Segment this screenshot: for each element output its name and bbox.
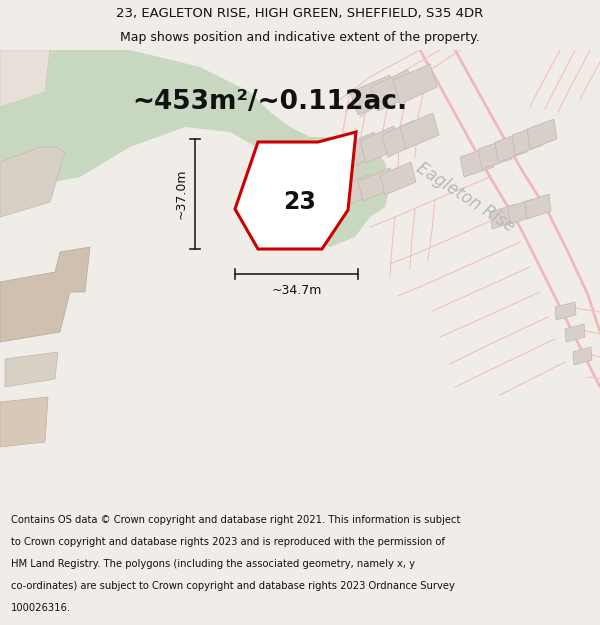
- Polygon shape: [338, 174, 375, 207]
- Polygon shape: [490, 204, 518, 229]
- Polygon shape: [235, 132, 356, 249]
- Polygon shape: [350, 75, 398, 115]
- Polygon shape: [393, 64, 437, 104]
- Polygon shape: [360, 126, 400, 163]
- Polygon shape: [0, 147, 65, 217]
- Text: Map shows position and indicative extent of the property.: Map shows position and indicative extent…: [120, 31, 480, 44]
- Polygon shape: [0, 50, 390, 247]
- Polygon shape: [0, 397, 48, 447]
- Polygon shape: [478, 139, 512, 169]
- Polygon shape: [573, 347, 592, 365]
- Polygon shape: [0, 247, 90, 342]
- Polygon shape: [358, 168, 395, 201]
- Polygon shape: [382, 120, 421, 157]
- Text: 23: 23: [284, 190, 316, 214]
- Polygon shape: [495, 132, 527, 162]
- Polygon shape: [508, 199, 535, 224]
- Text: co-ordinates) are subject to Crown copyright and database rights 2023 Ordnance S: co-ordinates) are subject to Crown copyr…: [11, 581, 455, 591]
- Polygon shape: [380, 162, 416, 195]
- Text: to Crown copyright and database rights 2023 and is reproduced with the permissio: to Crown copyright and database rights 2…: [11, 537, 445, 547]
- Polygon shape: [527, 119, 557, 149]
- Polygon shape: [5, 352, 58, 387]
- Polygon shape: [555, 302, 576, 320]
- Polygon shape: [400, 113, 439, 149]
- Text: Eagleton Rise: Eagleton Rise: [413, 159, 517, 236]
- Polygon shape: [565, 324, 585, 342]
- Polygon shape: [512, 125, 543, 155]
- Text: HM Land Registry. The polygons (including the associated geometry, namely x, y: HM Land Registry. The polygons (includin…: [11, 559, 415, 569]
- Polygon shape: [460, 147, 494, 177]
- Polygon shape: [0, 50, 50, 107]
- Text: ~34.7m: ~34.7m: [271, 284, 322, 296]
- Polygon shape: [340, 132, 381, 169]
- Text: 23, EAGLETON RISE, HIGH GREEN, SHEFFIELD, S35 4DR: 23, EAGLETON RISE, HIGH GREEN, SHEFFIELD…: [116, 8, 484, 21]
- Polygon shape: [370, 70, 416, 111]
- Text: ~453m²/~0.112ac.: ~453m²/~0.112ac.: [133, 89, 407, 115]
- Text: 100026316.: 100026316.: [11, 602, 71, 612]
- Text: ~37.0m: ~37.0m: [175, 169, 187, 219]
- Polygon shape: [525, 194, 551, 219]
- Text: Contains OS data © Crown copyright and database right 2021. This information is : Contains OS data © Crown copyright and d…: [11, 515, 460, 525]
